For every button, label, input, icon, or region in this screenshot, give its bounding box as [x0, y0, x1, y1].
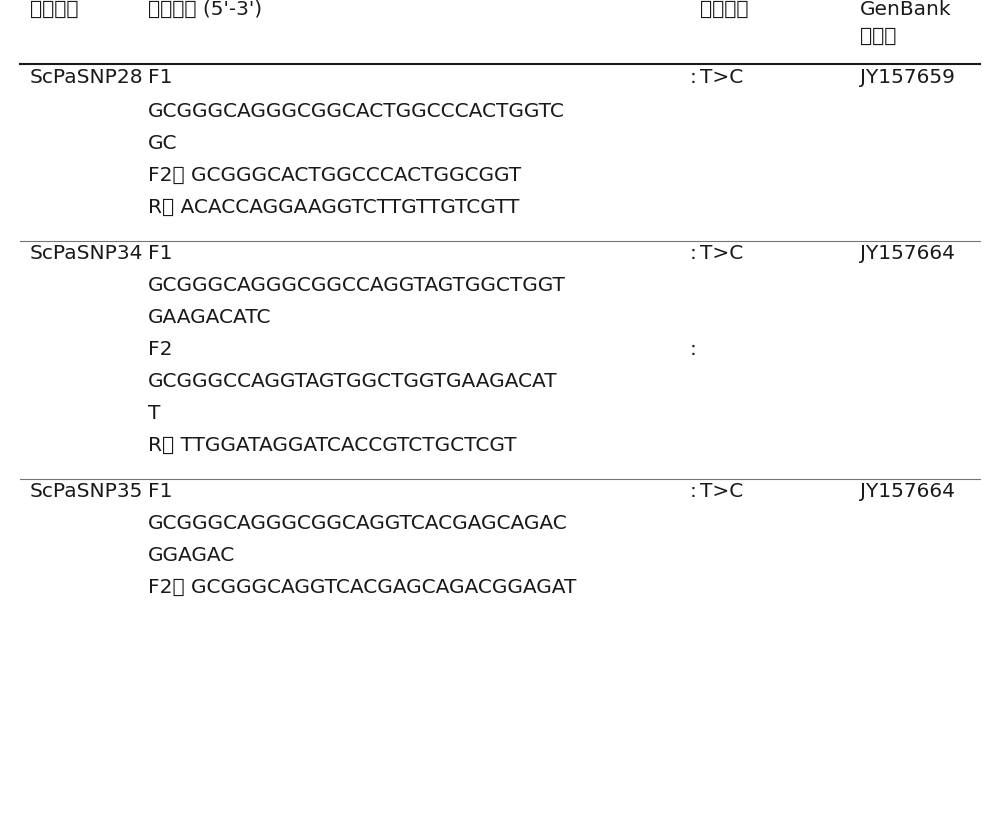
Text: GCGGGCAGGGCGGCACTGGCCCACTGGTC: GCGGGCAGGGCGGCACTGGCCCACTGGTC	[148, 102, 565, 121]
Text: ScPaSNP28: ScPaSNP28	[30, 68, 144, 87]
Text: JY157664: JY157664	[860, 244, 955, 263]
Text: ScPaSNP35: ScPaSNP35	[30, 482, 143, 501]
Text: :: :	[690, 244, 697, 263]
Text: 引物序列 (5'-3'): 引物序列 (5'-3')	[148, 0, 262, 19]
Text: GGAGAC: GGAGAC	[148, 546, 235, 565]
Text: T>C: T>C	[700, 244, 743, 263]
Text: 登录号: 登录号	[860, 27, 896, 46]
Text: 位点名称: 位点名称	[30, 0, 78, 19]
Text: GCGGGCCAGGTAGTGGCTGGTGAAGACAT: GCGGGCCAGGTAGTGGCTGGTGAAGACAT	[148, 372, 558, 391]
Text: 突变类型: 突变类型	[700, 0, 748, 19]
Text: F1: F1	[148, 244, 173, 263]
Text: F2: F2	[148, 340, 173, 359]
Text: T>C: T>C	[700, 68, 743, 87]
Text: :: :	[690, 482, 697, 501]
Text: R： ACACCAGGAAGGTCTTGTTGTCGTT: R： ACACCAGGAAGGTCTTGTTGTCGTT	[148, 198, 519, 217]
Text: F2： GCGGGCACTGGCCCACTGGCGGT: F2： GCGGGCACTGGCCCACTGGCGGT	[148, 166, 521, 185]
Text: GAAGACATC: GAAGACATC	[148, 308, 272, 327]
Text: ScPaSNP34: ScPaSNP34	[30, 244, 144, 263]
Text: F2： GCGGGCAGGTCACGAGCAGACGGAGAT: F2： GCGGGCAGGTCACGAGCAGACGGAGAT	[148, 578, 576, 597]
Text: F1: F1	[148, 68, 173, 87]
Text: T>C: T>C	[700, 482, 743, 501]
Text: T: T	[148, 404, 160, 423]
Text: R： TTGGATAGGATCACCGTCTGCTCGT: R： TTGGATAGGATCACCGTCTGCTCGT	[148, 436, 516, 455]
Text: F1: F1	[148, 482, 173, 501]
Text: GenBank: GenBank	[860, 0, 952, 19]
Text: GCGGGCAGGGCGGCCAGGTAGTGGCTGGT: GCGGGCAGGGCGGCCAGGTAGTGGCTGGT	[148, 276, 566, 295]
Text: :: :	[690, 340, 697, 359]
Text: :: :	[690, 68, 697, 87]
Text: JY157659: JY157659	[860, 68, 955, 87]
Text: GCGGGCAGGGCGGCAGGTCACGAGCAGAC: GCGGGCAGGGCGGCAGGTCACGAGCAGAC	[148, 514, 568, 533]
Text: JY157664: JY157664	[860, 482, 955, 501]
Text: GC: GC	[148, 134, 178, 153]
